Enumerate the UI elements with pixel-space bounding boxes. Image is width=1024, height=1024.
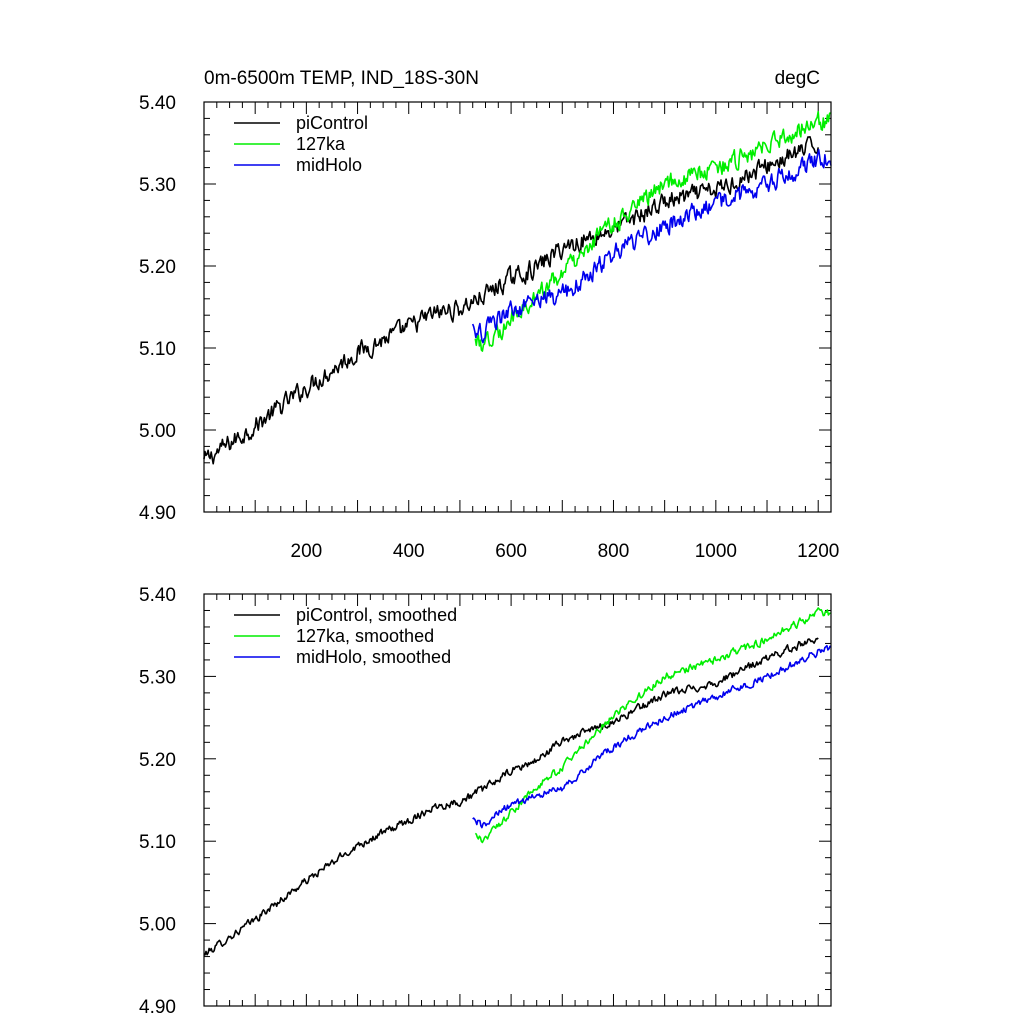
y-tick-label: 5.10 xyxy=(139,832,176,853)
series-group xyxy=(203,110,832,465)
series-group xyxy=(203,607,832,956)
legend-label: 127ka xyxy=(296,134,346,154)
y-tick-label: 5.20 xyxy=(139,750,176,771)
y-tick-label: 5.40 xyxy=(139,93,176,114)
legend-label: midHolo xyxy=(296,155,362,175)
x-tick-label: 800 xyxy=(598,541,630,562)
y-tick-label: 4.90 xyxy=(139,997,176,1018)
series-line-midholo xyxy=(471,149,832,344)
units-label: degC xyxy=(775,68,820,89)
y-axis-labels: 4.90 5.00 5.10 5.20 5.30 5.40 xyxy=(139,585,176,1018)
legend-label: 127ka, smoothed xyxy=(296,626,434,646)
y-tick-label: 5.10 xyxy=(139,339,176,360)
y-tick-label: 5.30 xyxy=(139,667,176,688)
series-line-picontrol xyxy=(203,637,819,956)
top-panel: 0m-6500m TEMP, IND_18S-30N degC 4.90 5.00… xyxy=(139,68,839,562)
plot-frame xyxy=(203,101,832,513)
x-tick-label: 1000 xyxy=(695,541,737,562)
y-tick-label: 4.90 xyxy=(139,503,176,524)
x-tick-label: 1200 xyxy=(797,541,839,562)
x-tick-label: 200 xyxy=(291,541,323,562)
legend-label: piControl xyxy=(296,113,368,133)
x-axis-labels: 200 400 600 800 1000 1200 xyxy=(291,541,840,562)
series-line-midholo xyxy=(472,644,832,829)
legend-label: piControl, smoothed xyxy=(296,605,457,625)
chart-title: 0m-6500m TEMP, IND_18S-30N xyxy=(204,68,479,89)
legend-label: midHolo, smoothed xyxy=(296,647,451,667)
x-tick-label: 400 xyxy=(393,541,425,562)
y-tick-label: 5.00 xyxy=(139,915,176,936)
y-axis-labels: 4.90 5.00 5.10 5.20 5.30 5.40 xyxy=(139,93,176,524)
axis-ticks xyxy=(204,593,832,1007)
bottom-panel: 4.90 5.00 5.10 5.20 5.30 5.40 piControl, smoo… xyxy=(139,585,832,1018)
y-tick-label: 5.40 xyxy=(139,585,176,606)
series-line-picontrol xyxy=(203,136,819,465)
y-tick-label: 5.20 xyxy=(139,257,176,278)
y-tick-label: 5.30 xyxy=(139,175,176,196)
series-line-127ka xyxy=(474,607,831,844)
y-tick-label: 5.00 xyxy=(139,421,176,442)
x-tick-label: 600 xyxy=(495,541,527,562)
plot-frame xyxy=(203,593,832,1007)
